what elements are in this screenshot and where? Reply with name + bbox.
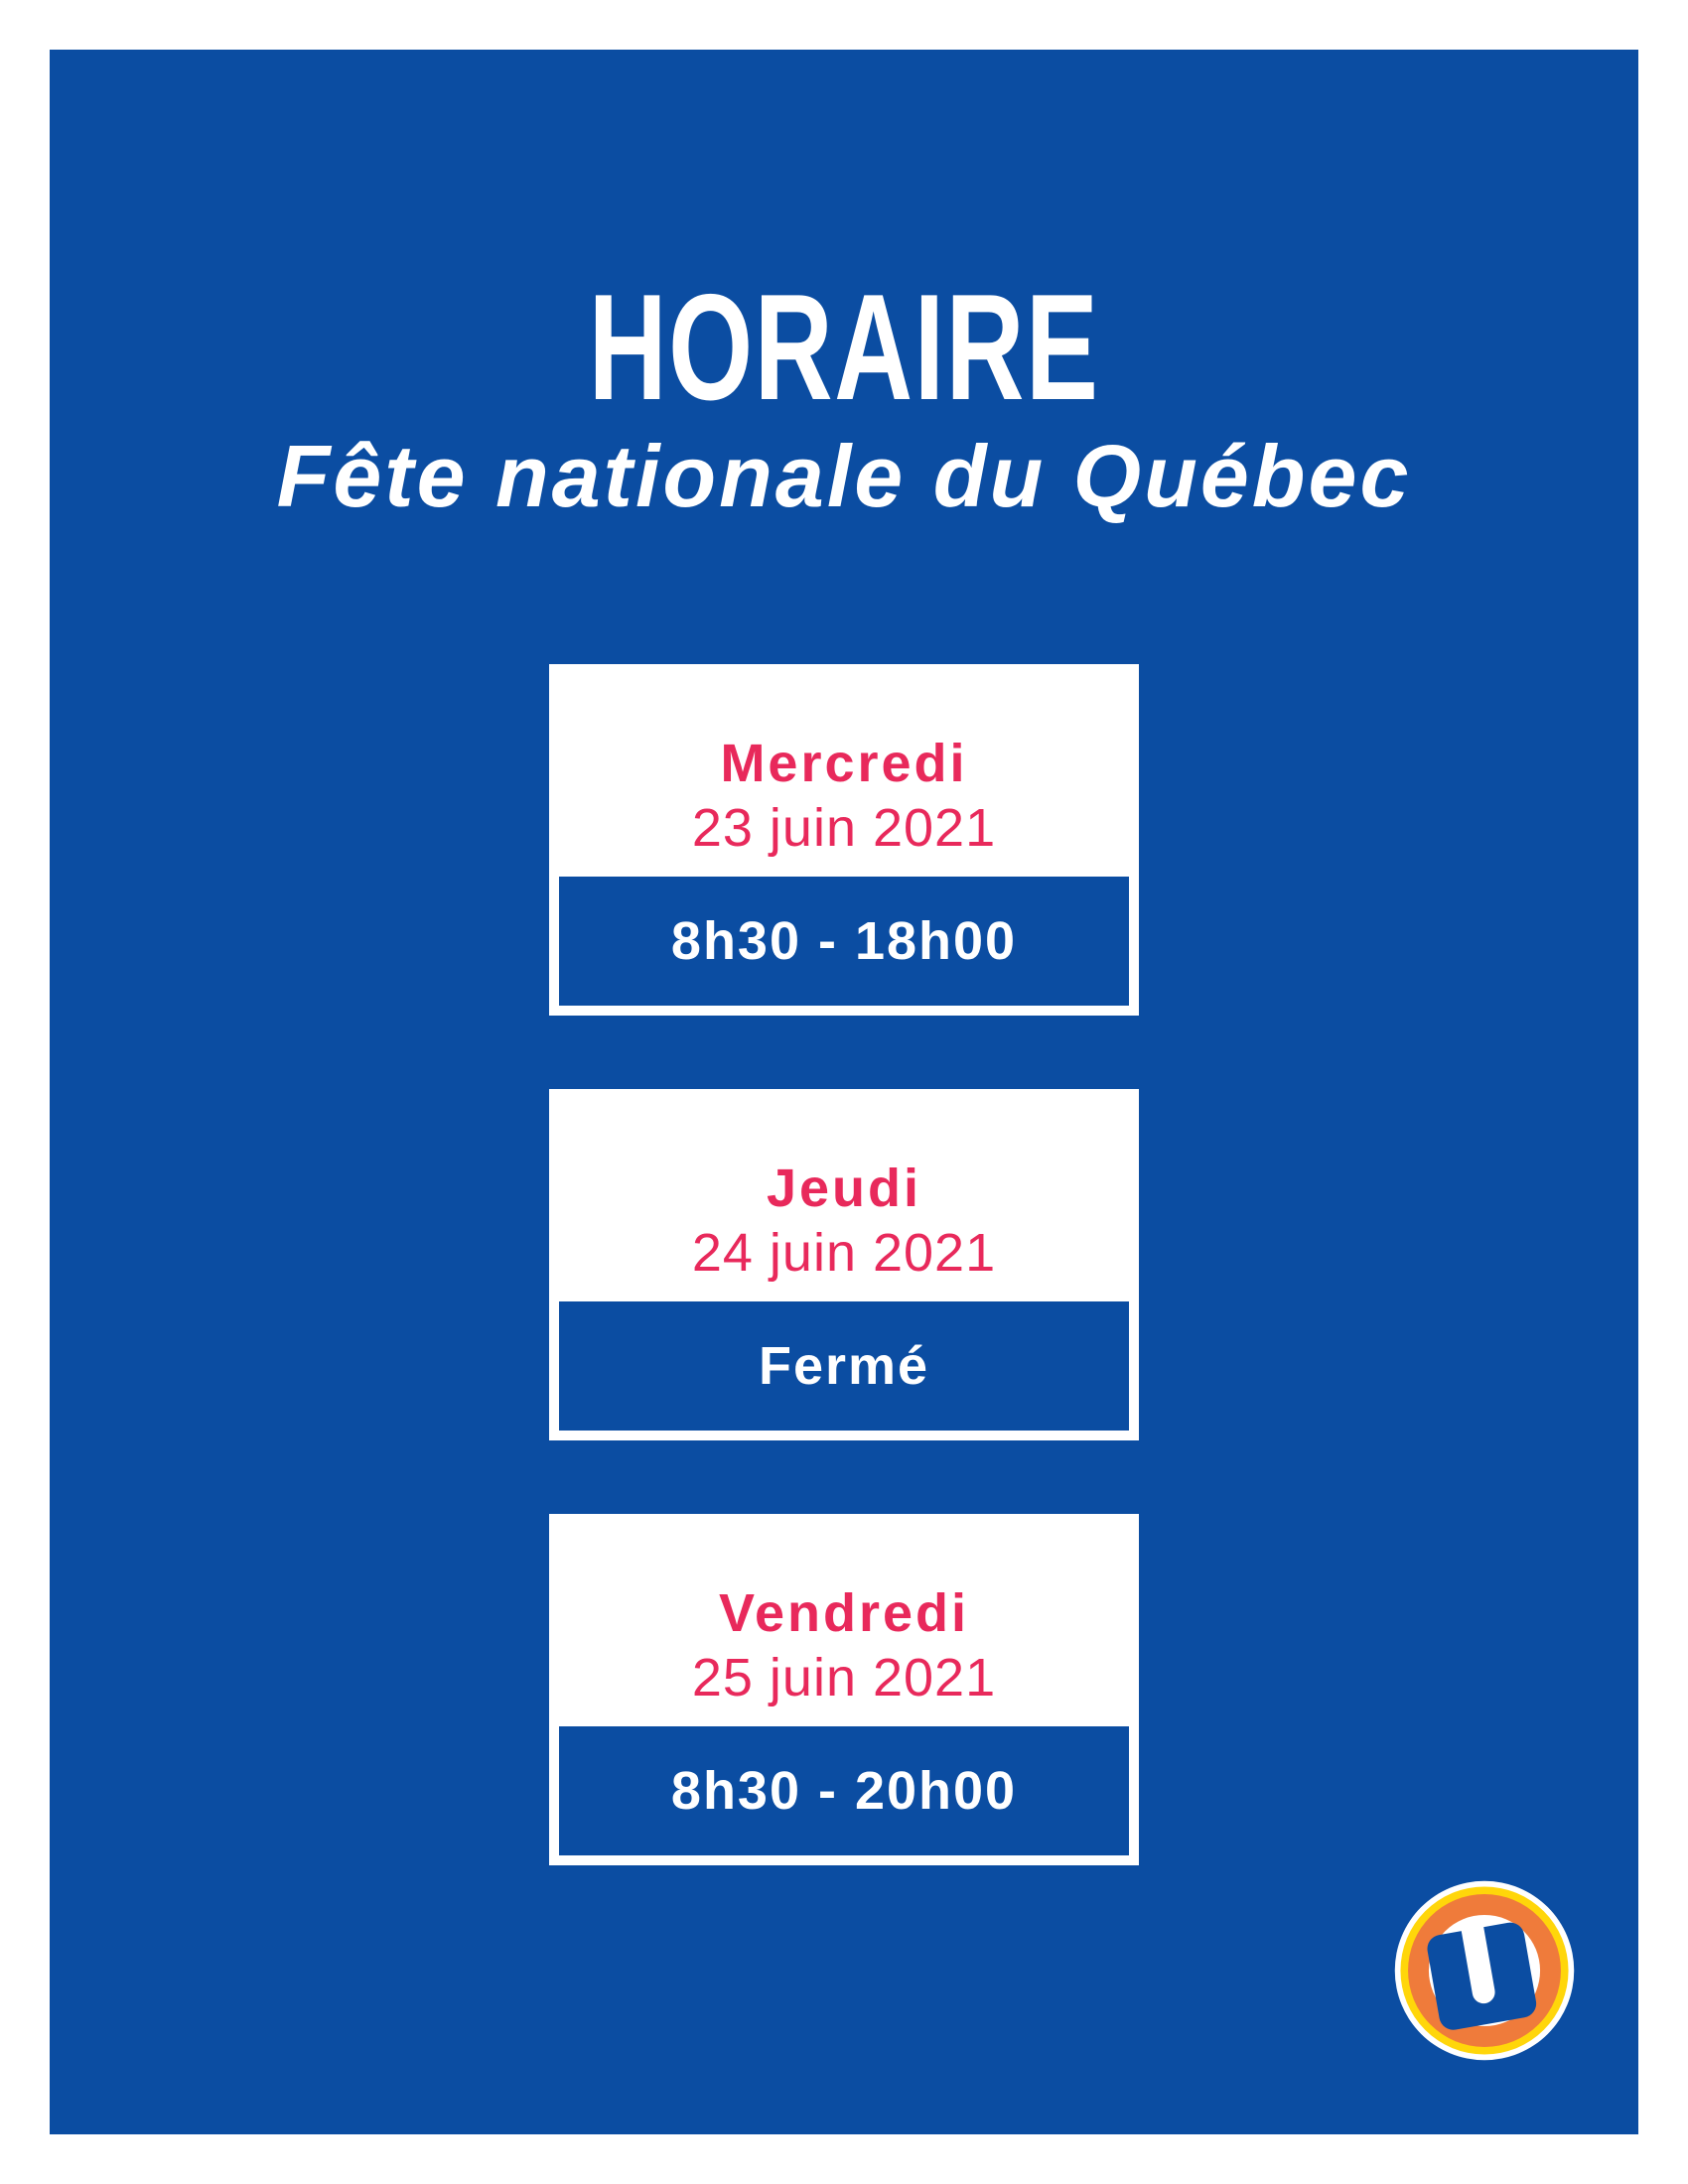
logo-letter-u-shape — [1427, 1916, 1537, 2030]
u-letter-badge-icon — [1390, 1876, 1579, 2065]
card-date-label: 25 juin 2021 — [691, 1647, 997, 1707]
card-hours-band: 8h30 - 18h00 — [559, 877, 1129, 1006]
poster-background: HORAIRE Fête nationale du Québec Mercred… — [50, 50, 1638, 2134]
schedule-card-wednesday: Mercredi 23 juin 2021 8h30 - 18h00 — [549, 664, 1139, 1016]
page-title: HORAIRE — [588, 263, 1100, 432]
card-hours-label: 8h30 - 20h00 — [670, 1761, 1018, 1821]
card-hours-band: 8h30 - 20h00 — [559, 1726, 1129, 1855]
schedule-card-thursday: Jeudi 24 juin 2021 Fermé — [549, 1089, 1139, 1440]
card-hours-label: Fermé — [758, 1336, 930, 1396]
page-subtitle: Fête nationale du Québec — [276, 427, 1412, 525]
card-date-label: 24 juin 2021 — [691, 1222, 997, 1283]
schedule-card-friday: Vendredi 25 juin 2021 8h30 - 20h00 — [549, 1514, 1139, 1865]
card-day-label: Mercredi — [720, 734, 968, 793]
card-date-label: 23 juin 2021 — [691, 797, 997, 858]
card-hours-label: 8h30 - 18h00 — [670, 911, 1018, 971]
card-hours-band: Fermé — [559, 1301, 1129, 1431]
card-day-label: Jeudi — [766, 1159, 922, 1218]
card-day-label: Vendredi — [718, 1583, 970, 1643]
